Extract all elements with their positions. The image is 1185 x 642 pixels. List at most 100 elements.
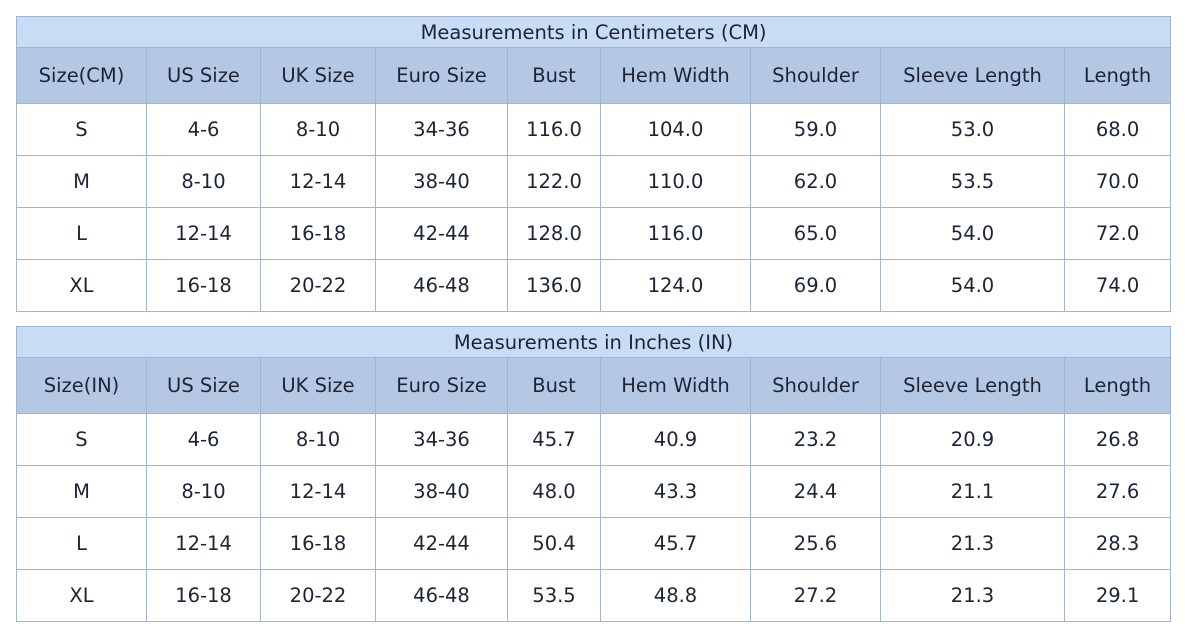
table-row: L 12-14 16-18 42-44 128.0 116.0 65.0 54.0 72.0 — [16, 207, 1172, 260]
table-cell: 42-44 — [375, 207, 508, 260]
column-header: Length — [1063, 357, 1172, 414]
table-cell: 72.0 — [1063, 207, 1172, 260]
table-cell: 4-6 — [146, 413, 261, 466]
table-cell: 38-40 — [375, 465, 508, 518]
table-cell: 34-36 — [375, 413, 508, 466]
table-cell: 20-22 — [260, 259, 376, 312]
table-cell: 65.0 — [750, 207, 881, 260]
table-cell: 40.9 — [600, 413, 751, 466]
table-cell: 25.6 — [750, 517, 881, 570]
table-cell: 53.5 — [880, 155, 1065, 208]
table-cell: L — [16, 517, 147, 570]
table-cell: 8-10 — [260, 103, 376, 156]
table-cell: 136.0 — [507, 259, 601, 312]
column-header: Size(CM) — [16, 47, 147, 104]
table-title: Measurements in Centimeters (CM) — [15, 16, 1172, 48]
table-cell: 4-6 — [146, 103, 261, 156]
table-cell: 54.0 — [880, 259, 1065, 312]
table-cell: 48.0 — [507, 465, 601, 518]
column-header: Sleeve Length — [880, 47, 1065, 104]
table-cell: 12-14 — [146, 207, 261, 260]
column-header: Size(IN) — [16, 357, 147, 414]
header-row: Size(IN) US Size UK Size Euro Size Bust Hem W… — [16, 357, 1172, 414]
table-cell: M — [16, 465, 147, 518]
table-cell: 27.2 — [750, 569, 881, 622]
table-cell: 12-14 — [260, 155, 376, 208]
table-row: XL 16-18 20-22 46-48 136.0 124.0 69.0 54.0 74.0 — [16, 259, 1172, 312]
table-cell: 21.1 — [880, 465, 1065, 518]
table-row: S 4-6 8-10 34-36 116.0 104.0 59.0 53.0 68.0 — [16, 103, 1172, 156]
column-header: Shoulder — [750, 47, 881, 104]
table-cell: 29.1 — [1063, 569, 1172, 622]
table-cell: 45.7 — [600, 517, 751, 570]
table-cell: M — [16, 155, 147, 208]
table-cell: 46-48 — [375, 569, 508, 622]
table-cell: 45.7 — [507, 413, 601, 466]
table-cell: 62.0 — [750, 155, 881, 208]
table-cell: S — [16, 413, 147, 466]
column-header: US Size — [146, 47, 261, 104]
column-header: Hem Width — [600, 357, 751, 414]
table-cell: 12-14 — [146, 517, 261, 570]
table-cell: 34-36 — [375, 103, 508, 156]
table-cell: 20-22 — [260, 569, 376, 622]
table-row: S 4-6 8-10 34-36 45.7 40.9 23.2 20.9 26.8 — [16, 413, 1172, 466]
table-cell: 69.0 — [750, 259, 881, 312]
column-header: Bust — [507, 357, 601, 414]
table-cell: 122.0 — [507, 155, 601, 208]
table-row: XL 16-18 20-22 46-48 53.5 48.8 27.2 21.3 29.1 — [16, 569, 1172, 622]
size-table-inches: Measurements in Inches (IN) Size(IN) US Si… — [15, 326, 1172, 622]
table-cell: 24.4 — [750, 465, 881, 518]
table-cell: 21.3 — [880, 569, 1065, 622]
table-cell: 50.4 — [507, 517, 601, 570]
table-title-row: Measurements in Centimeters (CM) — [15, 16, 1172, 48]
column-header: Euro Size — [375, 357, 508, 414]
table-cell: XL — [16, 259, 147, 312]
table-cell: 116.0 — [507, 103, 601, 156]
table-cell: 70.0 — [1063, 155, 1172, 208]
table-cell: 128.0 — [507, 207, 601, 260]
column-header: UK Size — [260, 357, 376, 414]
table-cell: 16-18 — [146, 569, 261, 622]
table-cell: S — [16, 103, 147, 156]
table-cell: 53.5 — [507, 569, 601, 622]
size-table-cm: Measurements in Centimeters (CM) Size(CM)… — [15, 16, 1172, 312]
table-row: M 8-10 12-14 38-40 122.0 110.0 62.0 53.5 70.0 — [16, 155, 1172, 208]
table-cell: 38-40 — [375, 155, 508, 208]
column-header: Bust — [507, 47, 601, 104]
table-cell: 110.0 — [600, 155, 751, 208]
table-row: L 12-14 16-18 42-44 50.4 45.7 25.6 21.3 28.3 — [16, 517, 1172, 570]
table-row: M 8-10 12-14 38-40 48.0 43.3 24.4 21.1 27.6 — [16, 465, 1172, 518]
table-cell: 23.2 — [750, 413, 881, 466]
table-cell: L — [16, 207, 147, 260]
header-row: Size(CM) US Size UK Size Euro Size Bust Hem W… — [16, 47, 1172, 104]
table-cell: 104.0 — [600, 103, 751, 156]
table-cell: 20.9 — [880, 413, 1065, 466]
table-title-row: Measurements in Inches (IN) — [15, 326, 1172, 358]
column-header: Hem Width — [600, 47, 751, 104]
column-header: Euro Size — [375, 47, 508, 104]
column-header: Sleeve Length — [880, 357, 1065, 414]
column-header: UK Size — [260, 47, 376, 104]
table-cell: 48.8 — [600, 569, 751, 622]
table-cell: 16-18 — [260, 517, 376, 570]
table-cell: 59.0 — [750, 103, 881, 156]
table-cell: 27.6 — [1063, 465, 1172, 518]
table-cell: 54.0 — [880, 207, 1065, 260]
column-header: US Size — [146, 357, 261, 414]
table-cell: 8-10 — [146, 155, 261, 208]
table-cell: 42-44 — [375, 517, 508, 570]
table-cell: 21.3 — [880, 517, 1065, 570]
table-cell: 12-14 — [260, 465, 376, 518]
table-cell: 46-48 — [375, 259, 508, 312]
column-header: Length — [1063, 47, 1172, 104]
table-cell: 124.0 — [600, 259, 751, 312]
table-cell: 74.0 — [1063, 259, 1172, 312]
table-title: Measurements in Inches (IN) — [15, 326, 1172, 358]
table-cell: 16-18 — [260, 207, 376, 260]
table-cell: 68.0 — [1063, 103, 1172, 156]
table-cell: XL — [16, 569, 147, 622]
table-cell: 53.0 — [880, 103, 1065, 156]
table-cell: 43.3 — [600, 465, 751, 518]
table-cell: 116.0 — [600, 207, 751, 260]
